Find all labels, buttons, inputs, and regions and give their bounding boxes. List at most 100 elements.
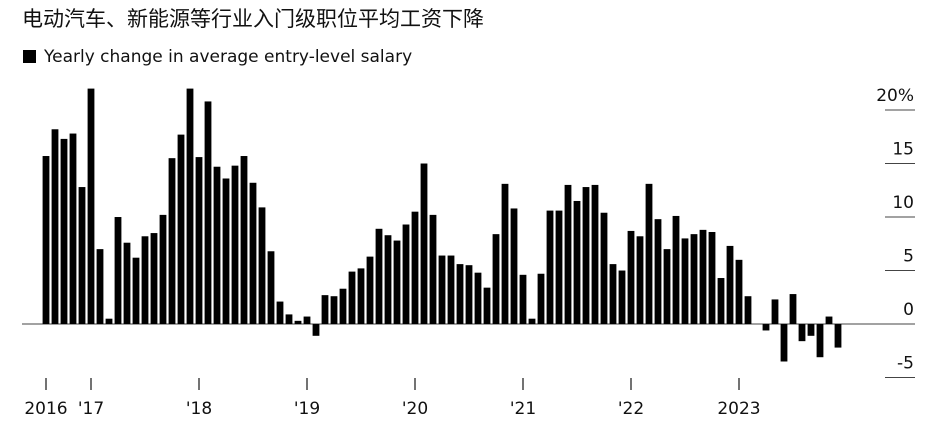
- bar: [411, 211, 419, 325]
- bar: [492, 234, 500, 325]
- bar: [231, 165, 239, 325]
- bar: [222, 178, 230, 325]
- y-tick-label: 15: [892, 140, 914, 160]
- bar: [735, 259, 743, 325]
- bar: [528, 318, 536, 325]
- bar: [195, 157, 203, 325]
- bar: [474, 272, 482, 325]
- bar: [384, 235, 392, 325]
- bar: [393, 240, 401, 325]
- bar: [834, 324, 842, 348]
- bar: [789, 294, 797, 325]
- x-tick-label: 2016: [24, 399, 67, 419]
- bar: [132, 257, 140, 325]
- chart-title: 电动汽车、新能源等行业入门级职位平均工资下降: [22, 7, 484, 31]
- bar: [573, 200, 581, 325]
- y-tick-label: 10: [892, 193, 914, 213]
- bar: [510, 208, 518, 325]
- bar: [402, 224, 410, 325]
- bar: [123, 242, 131, 325]
- bar: [87, 88, 95, 325]
- bar: [825, 316, 833, 325]
- bar: [636, 236, 644, 325]
- bar: [150, 233, 158, 325]
- bar: [186, 88, 194, 325]
- bar: [708, 232, 716, 325]
- bar: [717, 278, 725, 325]
- bar: [78, 187, 86, 325]
- bar: [582, 187, 590, 325]
- bar: [618, 270, 626, 325]
- bar: [321, 295, 329, 325]
- bar: [600, 212, 608, 325]
- bar: [276, 301, 284, 325]
- bar: [42, 156, 50, 325]
- bar: [429, 214, 437, 325]
- bar: [258, 207, 266, 325]
- bar: [591, 184, 599, 325]
- bar: [177, 134, 185, 325]
- bar: [456, 264, 464, 325]
- bar: [312, 324, 320, 336]
- x-tick-label: '20: [402, 399, 428, 419]
- bar: [627, 230, 635, 325]
- legend-swatch: [23, 50, 36, 63]
- bar: [546, 210, 554, 325]
- bar: [645, 183, 653, 325]
- bar: [69, 133, 77, 325]
- bar: [744, 296, 752, 325]
- bar: [51, 129, 59, 325]
- y-tick-label: 0: [903, 300, 914, 320]
- bar: [438, 255, 446, 325]
- y-tick-label: 5: [903, 247, 914, 267]
- bar: [537, 273, 545, 325]
- bar: [609, 264, 617, 325]
- x-tick-label: '17: [78, 399, 104, 419]
- bar: [780, 324, 788, 362]
- bar: [249, 182, 257, 325]
- bar: [240, 156, 248, 325]
- x-tick-label: '21: [510, 399, 536, 419]
- legend-label: Yearly change in average entry-level sal…: [43, 47, 412, 67]
- bar: [699, 229, 707, 325]
- bar: [294, 320, 302, 325]
- bar: [105, 318, 113, 325]
- bar: [690, 234, 698, 325]
- bar: [357, 268, 365, 325]
- bar: [654, 219, 662, 325]
- bar: [375, 228, 383, 325]
- bar: [501, 183, 509, 325]
- bar: [366, 256, 374, 325]
- bar: [204, 101, 212, 325]
- bar: [168, 158, 176, 325]
- bar: [114, 217, 122, 325]
- bar: [663, 249, 671, 325]
- bar: [681, 238, 689, 325]
- bar: [96, 249, 104, 325]
- bar: [420, 163, 428, 325]
- bar: [807, 324, 815, 336]
- bar: [519, 274, 527, 325]
- bar: [213, 166, 221, 325]
- bar: [564, 184, 572, 325]
- bar: [816, 324, 824, 358]
- x-tick-label: '18: [186, 399, 212, 419]
- y-tick-label: -5: [897, 354, 914, 374]
- bar: [483, 287, 491, 325]
- bar: [339, 288, 347, 325]
- bar: [555, 210, 563, 325]
- bar: [267, 251, 275, 325]
- x-tick-label: '19: [294, 399, 320, 419]
- bar: [285, 314, 293, 325]
- y-tick-label: 20%: [876, 86, 914, 106]
- bar: [465, 265, 473, 325]
- bar: [762, 324, 770, 331]
- bar: [771, 299, 779, 325]
- bar: [60, 138, 68, 325]
- bar: [348, 271, 356, 325]
- bar: [141, 236, 149, 325]
- bar: [159, 214, 167, 325]
- bar: [330, 296, 338, 325]
- bar: [798, 324, 806, 342]
